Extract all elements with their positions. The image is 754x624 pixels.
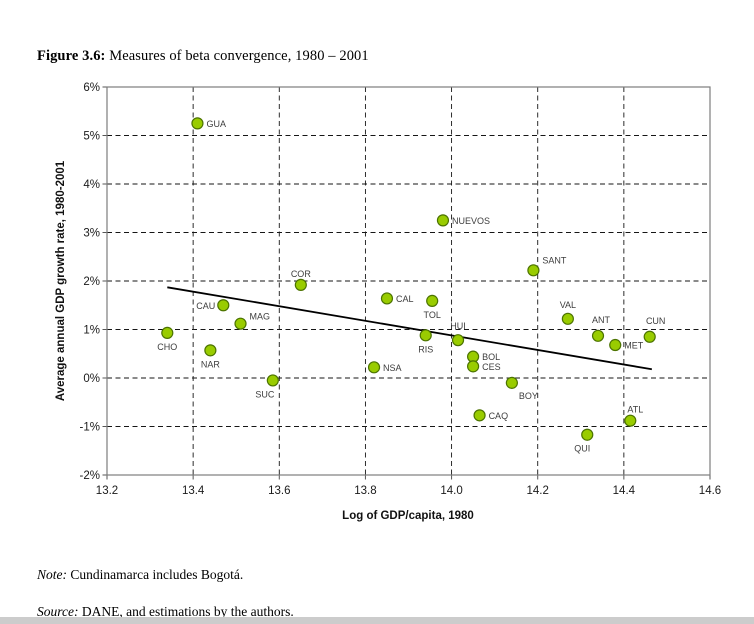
data-layer: GUA NUEVOS SANT COR CAL TOL CAU VAL MAG CHO RIS ANT…	[157, 117, 666, 454]
figure-title-text: Measures of beta convergence, 1980 – 200…	[105, 47, 369, 64]
point-label-TOL: TOL	[424, 310, 441, 320]
data-point-RIS	[419, 329, 432, 342]
data-point-HUI	[451, 334, 465, 347]
data-point-CAU	[217, 299, 230, 312]
figure-title: Figure 3.6: Measures of beta convergence…	[37, 48, 369, 65]
data-point-CUN	[643, 330, 656, 343]
y-tick-label: -2%	[80, 470, 100, 482]
point-label-SANT: SANT	[542, 255, 567, 265]
data-point-VAL	[561, 312, 574, 325]
note-text: Cundinamarca includes Bogotá.	[67, 566, 244, 582]
y-tick-label: 0%	[83, 373, 100, 385]
point-label-COR: COR	[291, 269, 312, 279]
point-label-ATL: ATL	[627, 405, 643, 415]
x-tick-label: 13.2	[96, 485, 118, 497]
source-label: Source:	[37, 603, 79, 619]
data-point-ANT	[591, 329, 605, 342]
data-point-CAQ	[473, 409, 486, 422]
x-tick-label: 14.4	[613, 485, 636, 497]
note-line: Note: Cundinamarca includes Bogotá.	[37, 567, 243, 583]
y-tick-label: 6%	[83, 82, 100, 94]
point-label-NUEVOS: NUEVOS	[452, 216, 490, 226]
note-label: Note:	[37, 566, 67, 582]
data-point-NSA	[367, 361, 381, 374]
point-label-CUN: CUN	[646, 316, 666, 326]
y-tick-label: 2%	[83, 276, 100, 288]
point-label-BOY: BOY	[519, 391, 538, 401]
beta-convergence-scatter-chart: 13.2 13.4 13.6 13.8 14.0 14.2 14.4 14.6 6% 5% 4% 3%…	[55, 82, 722, 522]
point-label-MET: MET	[624, 341, 644, 351]
point-label-NAR: NAR	[201, 359, 221, 369]
data-point-TOL	[426, 294, 439, 307]
x-tick-label: 14.0	[440, 485, 462, 497]
y-tick-label: 4%	[83, 179, 100, 191]
x-tick-label: 13.8	[354, 485, 376, 497]
data-point-CHO	[161, 326, 174, 339]
point-label-CAU: CAU	[196, 301, 215, 311]
data-point-ATL	[624, 414, 637, 427]
page-bottom-edge	[0, 617, 754, 624]
data-point-NUEVOS	[436, 214, 450, 227]
source-line: Source: DANE, and estimations by the aut…	[37, 604, 294, 620]
point-label-CES: CES	[482, 362, 501, 372]
x-axis-title: Log of GDP/capita, 1980	[342, 510, 474, 522]
y-tick-label: 5%	[83, 131, 100, 143]
x-tick-label: 13.6	[268, 485, 290, 497]
point-label-NSA: NSA	[383, 363, 402, 373]
y-tick-label: 1%	[83, 325, 100, 337]
point-label-CHO: CHO	[157, 342, 177, 352]
grid-layer: 13.2 13.4 13.6 13.8 14.0 14.2 14.4 14.6 6% 5% 4% 3%…	[80, 82, 722, 497]
y-tick-label: 3%	[83, 228, 100, 240]
point-label-CAQ: CAQ	[489, 411, 509, 421]
point-label-ANT: ANT	[592, 315, 611, 325]
point-label-VAL: VAL	[560, 300, 576, 310]
data-point-QUI	[581, 428, 594, 441]
point-label-QUI: QUI	[574, 444, 590, 454]
point-label-RIS: RIS	[418, 344, 433, 354]
data-point-MAG	[234, 317, 247, 330]
x-tick-label: 14.2	[527, 485, 549, 497]
y-tick-label: -1%	[80, 422, 100, 434]
x-tick-label: 14.6	[699, 485, 721, 497]
y-axis-title: Average annual GDP growth rate, 1980-200…	[55, 160, 67, 401]
data-point-BOY	[505, 376, 518, 389]
data-point-SUC	[266, 374, 279, 387]
point-label-GUA: GUA	[206, 119, 226, 129]
point-label-MAG: MAG	[250, 312, 271, 322]
point-label-SUC: SUC	[255, 389, 275, 399]
data-point-COR	[294, 278, 307, 291]
data-point-MET	[609, 338, 622, 352]
data-point-SANT	[527, 264, 540, 277]
source-text: DANE, and estimations by the authors.	[78, 603, 294, 619]
point-label-CAL: CAL	[396, 294, 414, 304]
data-point-GUA	[191, 117, 204, 130]
data-point-NAR	[204, 344, 217, 357]
point-label-BOL: BOL	[482, 352, 500, 362]
data-point-CES	[467, 360, 480, 373]
data-point-CAL	[380, 292, 394, 305]
plot-border	[106, 86, 711, 476]
point-label-HUI: HUI	[450, 321, 466, 331]
trend-line	[167, 286, 653, 371]
figure-title-label: Figure 3.6:	[37, 47, 106, 64]
x-tick-label: 13.4	[182, 485, 205, 497]
